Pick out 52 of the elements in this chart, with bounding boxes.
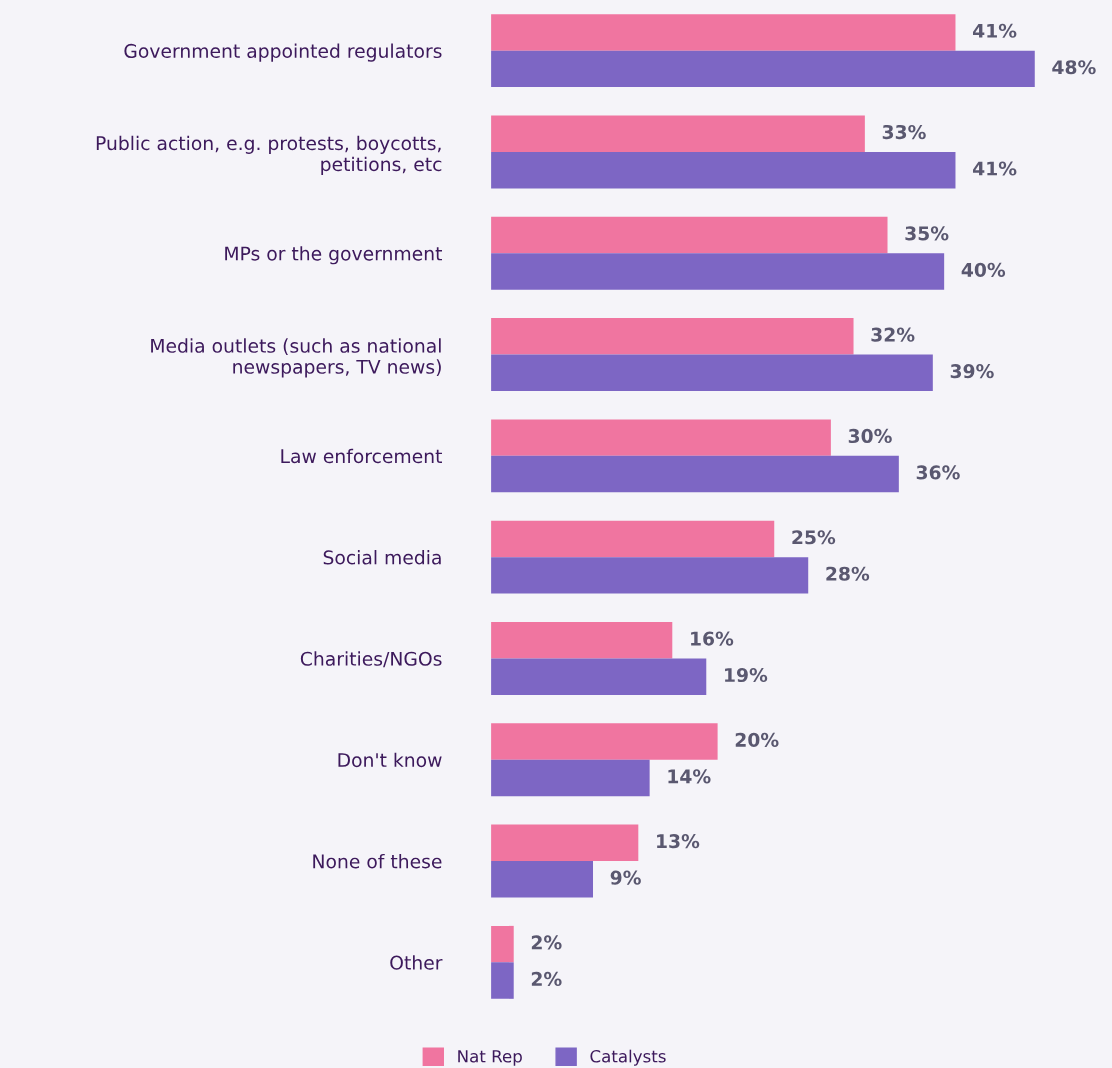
bar: [491, 520, 775, 558]
bar: [491, 14, 956, 51]
bar: [491, 419, 831, 456]
data-label: 35%: [905, 226, 949, 241]
y-tick-label: Law enforcement: [281, 448, 442, 464]
y-tick-label: Don't know: [338, 752, 442, 768]
data-label: 33%: [882, 124, 926, 140]
bar: [491, 658, 707, 695]
bar: [491, 925, 514, 963]
bar: [491, 455, 899, 493]
data-label: 32%: [871, 327, 915, 342]
data-label: 20%: [735, 732, 779, 747]
legend-label: Catalysts: [590, 1049, 666, 1066]
data-label: 9%: [610, 870, 641, 885]
bar: [491, 962, 514, 999]
data-label: 16%: [691, 631, 734, 646]
bar: [491, 50, 1035, 88]
legend-label: Nat Rep: [458, 1050, 522, 1066]
data-label: 40%: [961, 262, 1006, 277]
bar: [491, 824, 639, 862]
bar: [491, 621, 673, 659]
bar: [491, 216, 888, 254]
data-label: 41%: [972, 23, 1017, 38]
data-label: 2%: [531, 971, 562, 987]
bar: [491, 723, 718, 760]
data-label: 39%: [950, 364, 994, 379]
y-tick-label: Government appointed regulators: [124, 43, 442, 62]
bar: [491, 354, 933, 392]
data-label: 48%: [1052, 60, 1096, 75]
y-tick-label: None of these: [313, 853, 442, 869]
bar: [491, 151, 956, 189]
bar: [491, 861, 594, 898]
y-tick-label: Charities/NGOs: [300, 651, 442, 668]
data-label: 36%: [916, 465, 960, 480]
y-tick-label: Other: [390, 955, 443, 970]
data-label: 13%: [657, 834, 700, 849]
data-label: 2%: [531, 935, 562, 950]
y-tick-label: MPs or the government: [225, 246, 442, 265]
bar: [491, 557, 809, 594]
data-label: 14%: [668, 769, 711, 784]
data-label: 19%: [725, 667, 768, 683]
data-label: 41%: [972, 161, 1017, 176]
data-label: 25%: [792, 530, 836, 545]
data-label: 30%: [848, 428, 892, 444]
bar: [491, 115, 865, 152]
bar: [491, 318, 854, 355]
bar: [491, 759, 650, 797]
y-tick-label: Public action, e.g. protests, boycotts, petitions, etc: [96, 135, 442, 175]
bar: [491, 253, 945, 290]
y-tick-label: Media outlets (such as national newspapers, TV news): [151, 338, 441, 378]
y-tick-label: Social media: [323, 550, 441, 565]
data-label: 28%: [826, 566, 870, 581]
